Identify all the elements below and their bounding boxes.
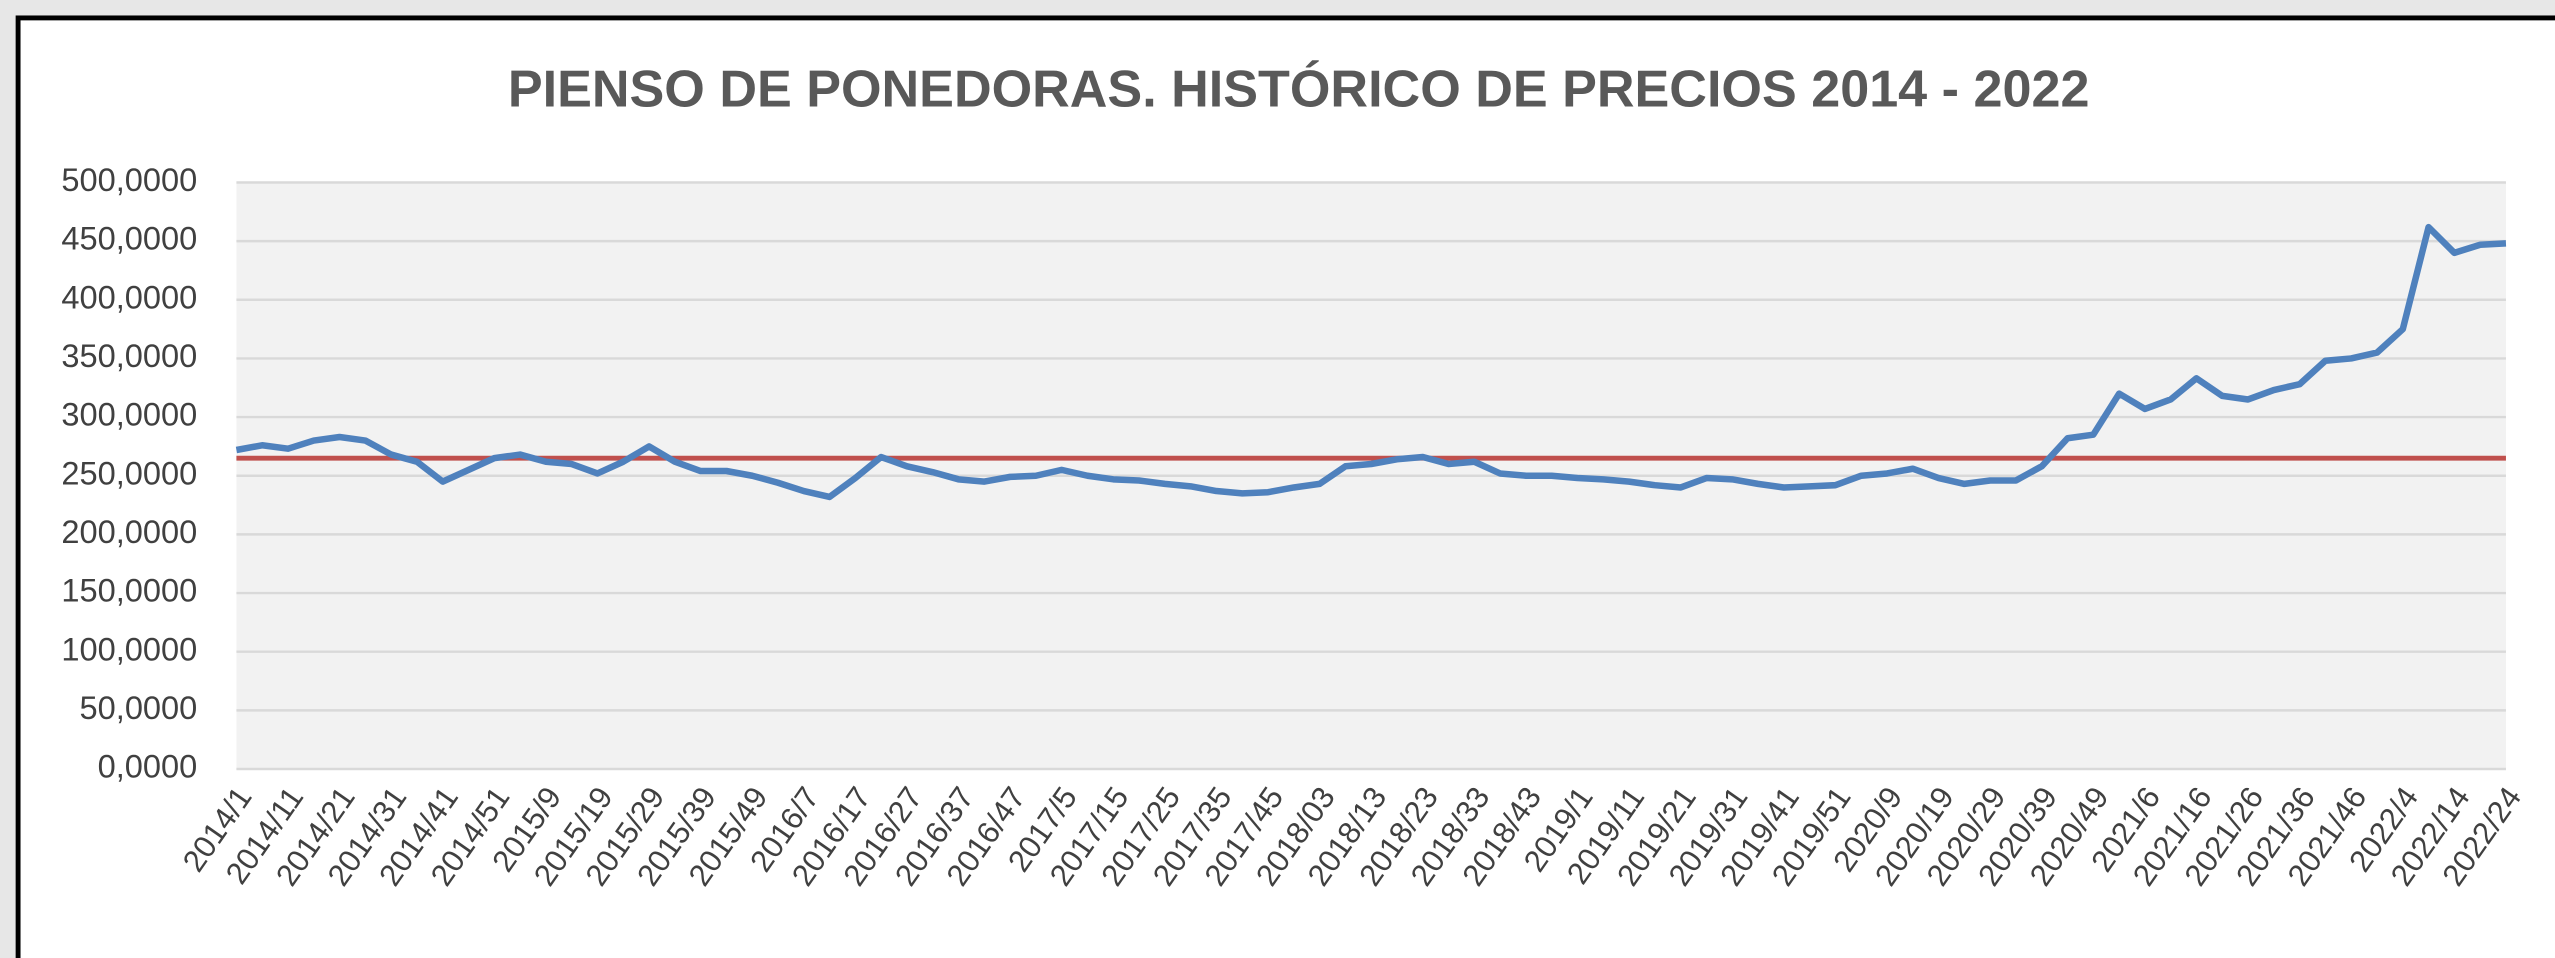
y-tick-label: 450,0000	[61, 221, 197, 257]
y-tick-label: 250,0000	[61, 455, 197, 491]
y-tick-label: 350,0000	[61, 338, 197, 374]
y-tick-label: 0,0000	[98, 749, 198, 785]
y-tick-label: 500,0000	[61, 162, 197, 198]
y-tick-label: 300,0000	[61, 397, 197, 433]
chart-title: PIENSO DE PONEDORAS. HISTÓRICO DE PRECIO…	[508, 61, 2090, 119]
y-tick-label: 150,0000	[61, 573, 197, 609]
y-tick-label: 400,0000	[61, 279, 197, 315]
data-line	[235, 223, 2507, 501]
y-tick-label: 100,0000	[61, 631, 197, 667]
y-tick-label: 50,0000	[80, 690, 198, 726]
y-tick-label: 200,0000	[61, 514, 197, 550]
